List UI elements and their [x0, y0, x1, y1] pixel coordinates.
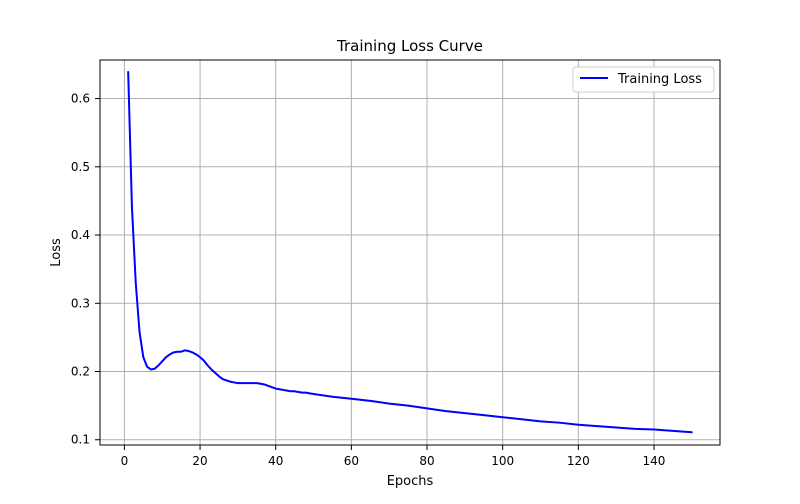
x-tick-label: 40 — [268, 454, 283, 468]
chart-title: Training Loss Curve — [336, 37, 483, 55]
x-tick-label: 120 — [567, 454, 590, 468]
series-layer — [127, 70, 693, 434]
legend-box — [572, 66, 715, 93]
y-tick-label: 0.5 — [71, 160, 90, 174]
y-tick-label: 0.4 — [71, 228, 90, 242]
x-axis-ticks: 0 20 40 60 80 100 120 140 — [121, 445, 666, 468]
x-tick-label: 140 — [643, 454, 666, 468]
x-tick-label: 20 — [192, 454, 207, 468]
grid-layer — [100, 60, 720, 445]
y-tick-label: 0.6 — [71, 92, 90, 106]
x-tick-label: 0 — [121, 454, 129, 468]
y-axis-label: Loss — [49, 238, 64, 267]
plot-frame — [99, 59, 721, 446]
plot-area — [99, 59, 721, 446]
y-tick-label: 0.3 — [71, 296, 90, 310]
legend-label-training-loss: Training Loss — [617, 72, 702, 87]
x-tick-label: 100 — [491, 454, 514, 468]
x-tick-label: 80 — [419, 454, 434, 468]
x-axis-label: Epochs — [387, 474, 434, 489]
x-tick-label: 60 — [344, 454, 359, 468]
legend: Training Loss — [572, 66, 715, 93]
y-tick-label: 0.1 — [71, 433, 90, 447]
y-axis-ticks: 0.1 0.2 0.3 0.4 0.5 0.6 — [71, 92, 100, 447]
training-loss-line — [127, 70, 693, 434]
y-tick-label: 0.2 — [71, 365, 90, 379]
